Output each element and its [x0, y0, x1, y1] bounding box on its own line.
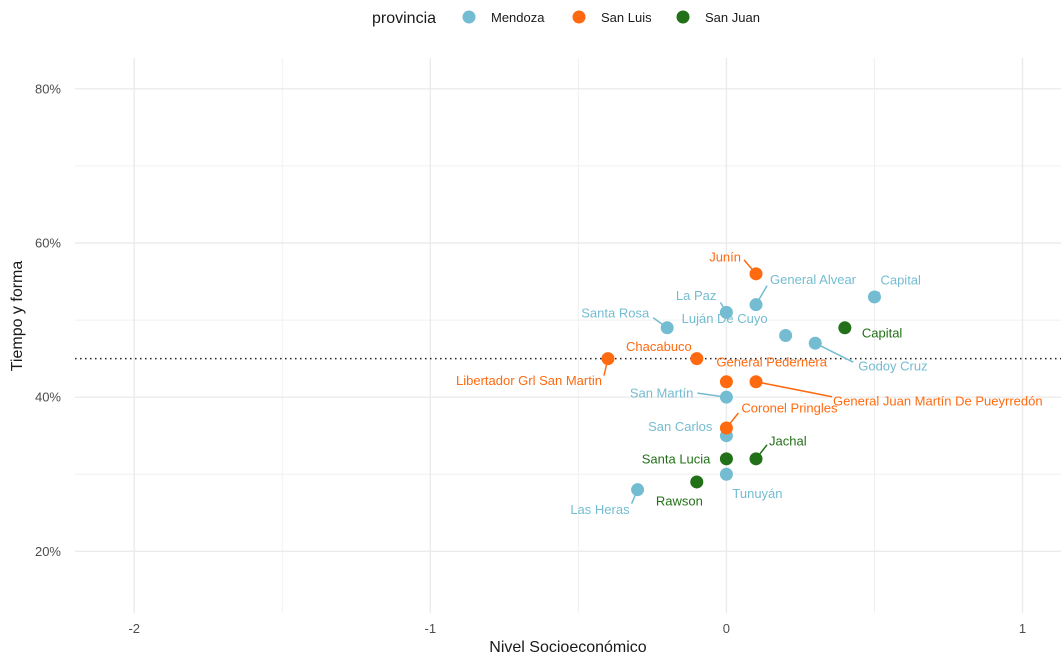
label-san-juan-rawson: Rawson	[656, 493, 703, 508]
label-mendoza-la-paz: La Paz	[676, 288, 716, 303]
tick-labels: -2 -1 0 1 20% 40% 60% 80%	[35, 81, 1026, 636]
legend-title: provincia	[372, 10, 436, 27]
label-san-luis-chacabuco: Chacabuco	[626, 339, 692, 354]
legend-key-san-juan	[676, 10, 690, 24]
legend-key-mendoza	[462, 10, 476, 24]
point-mendoza-godoy-cruz	[808, 336, 822, 350]
label-san-juan-santa-lucia: Santa Lucia	[642, 451, 711, 466]
label-mendoza-san-carlos: San Carlos	[648, 419, 713, 434]
label-san-juan-capital: Capital	[862, 325, 903, 340]
label-san-luis-libertador-grl-san-martin: Libertador Grl San Martin	[456, 373, 602, 388]
legend-key-san-luis	[572, 10, 586, 24]
label-mendoza-capital: Capital	[880, 272, 921, 287]
point-labels: Capital General Alvear La Paz Santa Rosa Luj…	[456, 249, 1043, 517]
point-san-luis-chacabuco	[690, 352, 704, 366]
label-mendoza-general-alvear: General Alvear	[770, 272, 857, 287]
point-mendoza-lujan-de-cuyo	[779, 329, 793, 342]
y-axis-title: Tiempo y forma	[9, 261, 26, 372]
point-mendoza-san-martin	[719, 390, 733, 404]
label-san-luis-general-pedernera: General Pedernera	[716, 354, 827, 369]
label-mendoza-lujan-de-cuyo: Luján De Cuyo	[682, 311, 768, 326]
point-san-luis-libertador-grl-san-martin	[601, 352, 615, 366]
label-mendoza-godoy-cruz: Godoy Cruz	[858, 359, 927, 374]
data-points	[601, 267, 881, 497]
label-mendoza-santa-rosa: Santa Rosa	[581, 305, 650, 320]
point-san-juan-capital	[838, 321, 852, 335]
point-san-juan-rawson	[690, 475, 704, 489]
point-san-juan-jachal	[749, 452, 763, 466]
label-san-luis-coronel-pringles: Coronel Pringles	[741, 401, 838, 416]
y-tick-label: 60%	[35, 236, 61, 251]
point-mendoza-general-alvear	[749, 298, 763, 312]
point-san-luis-general-juan-martin-de-pueyrredon	[749, 375, 763, 389]
point-mendoza-santa-rosa	[660, 321, 674, 335]
leader-line	[755, 381, 833, 398]
y-tick-label: 80%	[35, 81, 61, 96]
label-san-juan-jachal: Jachal	[769, 433, 807, 448]
point-san-juan-santa-lucia	[719, 452, 733, 466]
legend-label-san-juan: San Juan	[705, 10, 760, 25]
x-axis-title: Nivel Socioeconómico	[489, 639, 647, 656]
label-leaders	[603, 259, 880, 504]
point-san-luis-general-pedernera	[719, 375, 733, 389]
label-san-luis-junin: Junín	[709, 249, 741, 264]
label-san-luis-general-juan-martin-de-pueyrredon: General Juan Martín De Pueyrredón	[833, 393, 1043, 408]
y-tick-label: 20%	[35, 544, 61, 559]
legend-label-san-luis: San Luis	[601, 10, 652, 25]
label-mendoza-tunuyan: Tunuyán	[732, 486, 782, 501]
leader-line	[814, 342, 854, 363]
x-tick-label: -1	[425, 621, 437, 636]
point-mendoza-tunuyan	[719, 467, 733, 481]
x-tick-label: -2	[128, 621, 140, 636]
grid	[75, 58, 1061, 613]
point-mendoza-las-heras	[631, 483, 645, 497]
point-mendoza-la-paz	[719, 305, 733, 319]
label-mendoza-las-heras: Las Heras	[570, 502, 630, 517]
point-san-luis-junin	[749, 267, 763, 281]
point-san-luis-coronel-pringles	[719, 421, 733, 435]
legend-label-mendoza: Mendoza	[491, 10, 545, 25]
x-tick-label: 1	[1019, 621, 1026, 636]
legend: provincia Mendoza San Luis San Juan	[372, 10, 760, 27]
x-tick-label: 0	[723, 621, 730, 636]
y-tick-label: 40%	[35, 390, 61, 405]
point-mendoza-capital	[867, 290, 881, 304]
label-mendoza-san-martin: San Martín	[630, 386, 694, 401]
